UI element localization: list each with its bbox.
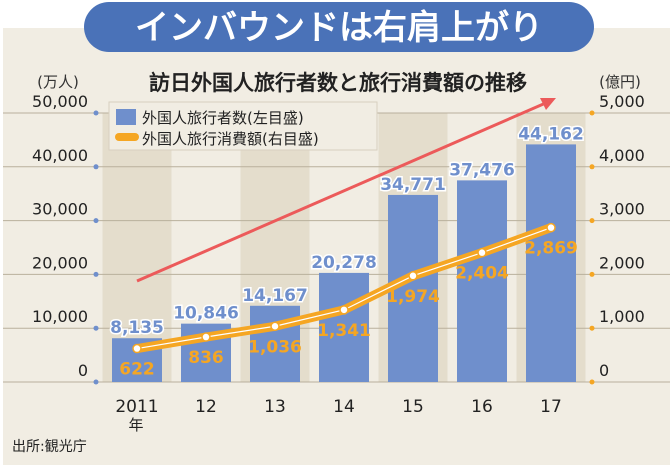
right-tick-label: 2,000 <box>599 253 645 272</box>
bar-16 <box>457 180 507 382</box>
x-unit-label: 年 <box>128 416 143 434</box>
left-tick-label: 30,000 <box>32 200 88 219</box>
spending-value-label: 1,036 <box>248 337 302 357</box>
banner-text: インバウンドは右肩上がり <box>135 8 543 48</box>
right-tick-label: 0 <box>599 361 609 380</box>
right-tick-dot <box>589 379 595 385</box>
right-tick-label: 5,000 <box>599 92 645 111</box>
spending-point-13 <box>270 321 280 332</box>
trend-arrow-head <box>540 98 556 110</box>
column-stripe <box>102 113 172 382</box>
legend-bar-label: 外国人旅行者数(左目盛) <box>142 109 304 127</box>
spending-value-label: 2,869 <box>524 239 578 259</box>
legend-box <box>108 101 378 151</box>
source-note: 出所:観光庁 <box>12 438 87 455</box>
bar-value-label: 8,135 <box>110 318 164 338</box>
spending-value-label: 1,974 <box>386 287 440 307</box>
spending-value-label: 836 <box>188 348 224 368</box>
spending-point-15 <box>408 271 418 281</box>
x-tick-label: 16 <box>471 397 493 417</box>
left-tick-dot <box>93 110 99 116</box>
bar-value-label: 34,771 <box>380 175 446 195</box>
bar-value-label: 20,278 <box>311 253 377 273</box>
x-tick-label: 14 <box>333 397 355 417</box>
trend-arrow-shaft <box>136 100 549 283</box>
x-tick-label: 12 <box>195 397 217 417</box>
left-tick-dot <box>93 218 99 224</box>
right-tick-dot <box>589 218 595 224</box>
right-tick-dot <box>589 164 595 170</box>
spending-point-17 <box>546 222 556 233</box>
spending-value-label: 2,404 <box>455 264 509 284</box>
right-tick-dot <box>589 325 595 331</box>
spending-value-label: 622 <box>119 360 155 380</box>
left-tick-dot <box>93 325 99 331</box>
right-tick-dot <box>589 271 595 277</box>
right-tick-dot <box>589 110 595 116</box>
left-axis-unit: (万人) <box>37 73 79 91</box>
spending-value-label: 1,341 <box>317 321 371 341</box>
left-tick-label: 0 <box>78 361 88 380</box>
right-tick-label: 1,000 <box>599 307 645 326</box>
spending-point-12 <box>201 332 211 342</box>
left-tick-label: 50,000 <box>32 92 88 111</box>
bar-value-label: 37,476 <box>449 160 515 180</box>
bar-14 <box>319 272 369 382</box>
x-tick-label: 15 <box>402 397 424 417</box>
banner: インバウンドは右肩上がり <box>84 2 594 52</box>
banner-pill <box>84 2 594 52</box>
spending-point-14 <box>339 305 349 315</box>
right-tick-label: 4,000 <box>599 146 645 165</box>
spending-point-2011 <box>132 343 142 354</box>
x-tick-label: 17 <box>540 397 562 417</box>
right-tick-label: 3,000 <box>599 200 645 219</box>
legend-line-swatch <box>115 133 139 141</box>
bar-17 <box>526 144 576 382</box>
bar-value-label: 10,846 <box>173 304 239 324</box>
left-tick-label: 10,000 <box>32 307 88 326</box>
left-tick-label: 20,000 <box>32 253 88 272</box>
chart-title: 訪日外国人旅行者数と旅行消費額の推移 <box>149 71 527 95</box>
left-tick-label: 40,000 <box>32 146 88 165</box>
legend: 外国人旅行者数(左目盛) 外国人旅行消費額(右目盛) <box>108 101 378 151</box>
bar-value-label: 14,167 <box>242 286 308 306</box>
right-axis-unit: (億円) <box>599 73 641 91</box>
left-tick-dot <box>93 379 99 385</box>
left-tick-dot <box>93 164 99 170</box>
bar-value-label: 44,162 <box>518 124 584 144</box>
spending-point-16 <box>477 247 487 258</box>
x-tick-label: 13 <box>264 397 286 417</box>
legend-line-label: 外国人旅行消費額(右目盛) <box>142 130 319 148</box>
legend-bar-swatch <box>116 109 136 125</box>
left-tick-dot <box>93 271 99 277</box>
x-tick-label: 2011 <box>115 397 158 417</box>
